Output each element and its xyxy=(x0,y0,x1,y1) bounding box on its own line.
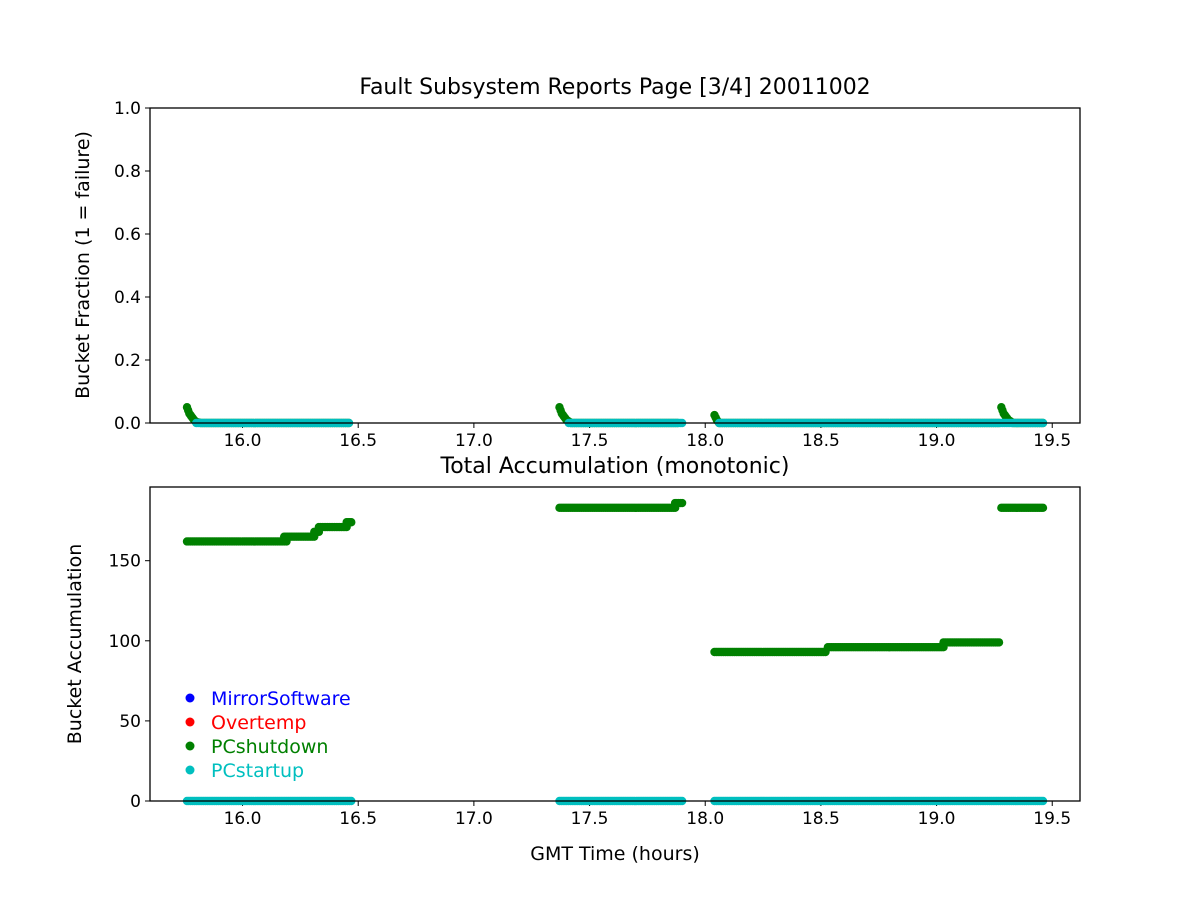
legend-label-mirrorsoftware: MirrorSoftware xyxy=(211,688,351,710)
bottom-y-tick-label: 150 xyxy=(109,552,141,572)
bottom-x-tick-label: 18.0 xyxy=(686,809,724,829)
bottom-x-tick-label: 19.5 xyxy=(1033,809,1071,829)
legend-label-pcshutdown: PCshutdown xyxy=(211,736,328,758)
legend-marker-pcshutdown xyxy=(185,741,195,751)
top-x-tick-label: 16.0 xyxy=(224,431,262,451)
top-x-tick-label: 17.0 xyxy=(455,431,493,451)
top-chart-title: Fault Subsystem Reports Page [3/4] 20011… xyxy=(359,75,870,100)
bottom-x-tick-label: 19.0 xyxy=(918,809,956,829)
bottom-x-tick-label: 16.5 xyxy=(339,809,377,829)
bottom-point-pcshutdown xyxy=(994,638,1004,647)
top-y-tick-label: 0.2 xyxy=(114,351,141,371)
legend-label-pcstartup: PCstartup xyxy=(211,760,304,782)
bottom-x-axis-label: GMT Time (hours) xyxy=(530,843,700,865)
top-y-tick-label: 0.0 xyxy=(114,414,141,434)
bottom-x-tick-label: 17.5 xyxy=(571,809,609,829)
top-x-tick-label: 18.5 xyxy=(802,431,840,451)
legend-label-overtemp: Overtemp xyxy=(211,712,306,734)
fault-fraction-panel: Fault Subsystem Reports Page [3/4] 20011… xyxy=(72,75,1081,451)
top-y-axis-label: Bucket Fraction (1 = failure) xyxy=(72,131,94,399)
top-y-tick-label: 0.4 xyxy=(114,288,141,308)
top-x-tick-label: 19.5 xyxy=(1033,431,1071,451)
top-y-tick-label: 1.0 xyxy=(114,99,141,119)
top-plot-frame xyxy=(149,107,1081,424)
total-accumulation-panel: Total Accumulation (monotonic) Bucket Ac… xyxy=(64,454,1081,865)
legend: MirrorSoftwareOvertempPCshutdownPCstartu… xyxy=(185,688,351,782)
bottom-series-pcshutdown xyxy=(182,498,1048,657)
bottom-point-pcshutdown xyxy=(347,518,356,527)
top-y-tick-label: 0.8 xyxy=(114,162,141,182)
bottom-chart-title: Total Accumulation (monotonic) xyxy=(440,454,790,479)
bottom-y-tick-label: 100 xyxy=(109,632,141,652)
bottom-x-tick-label: 16.0 xyxy=(224,809,262,829)
top-x-tick-label: 16.5 xyxy=(339,431,377,451)
top-x-tick-label: 19.0 xyxy=(918,431,956,451)
legend-marker-mirrorsoftware xyxy=(185,693,195,703)
bottom-point-pcshutdown xyxy=(677,498,687,508)
bottom-y-axis-label: Bucket Accumulation xyxy=(64,544,86,745)
bottom-x-tick-label: 17.0 xyxy=(455,809,493,829)
bottom-plot-frame xyxy=(149,486,1081,802)
top-y-tick-label: 0.6 xyxy=(114,225,141,245)
bottom-plot-area: 16.0 16.5 17.0 17.5 18.0 18.5 19.0 19.5 0 50 100 15… xyxy=(109,498,1071,829)
legend-marker-pcstartup xyxy=(185,765,195,775)
bottom-y-tick-label: 50 xyxy=(119,712,141,732)
bottom-y-tick-label: 0 xyxy=(130,792,141,812)
bottom-point-pcshutdown xyxy=(1038,503,1048,513)
top-x-tick-label: 18.0 xyxy=(686,431,724,451)
top-x-tick-label: 17.5 xyxy=(571,431,609,451)
bottom-x-tick-label: 18.5 xyxy=(802,809,840,829)
legend-marker-overtemp xyxy=(185,717,195,727)
